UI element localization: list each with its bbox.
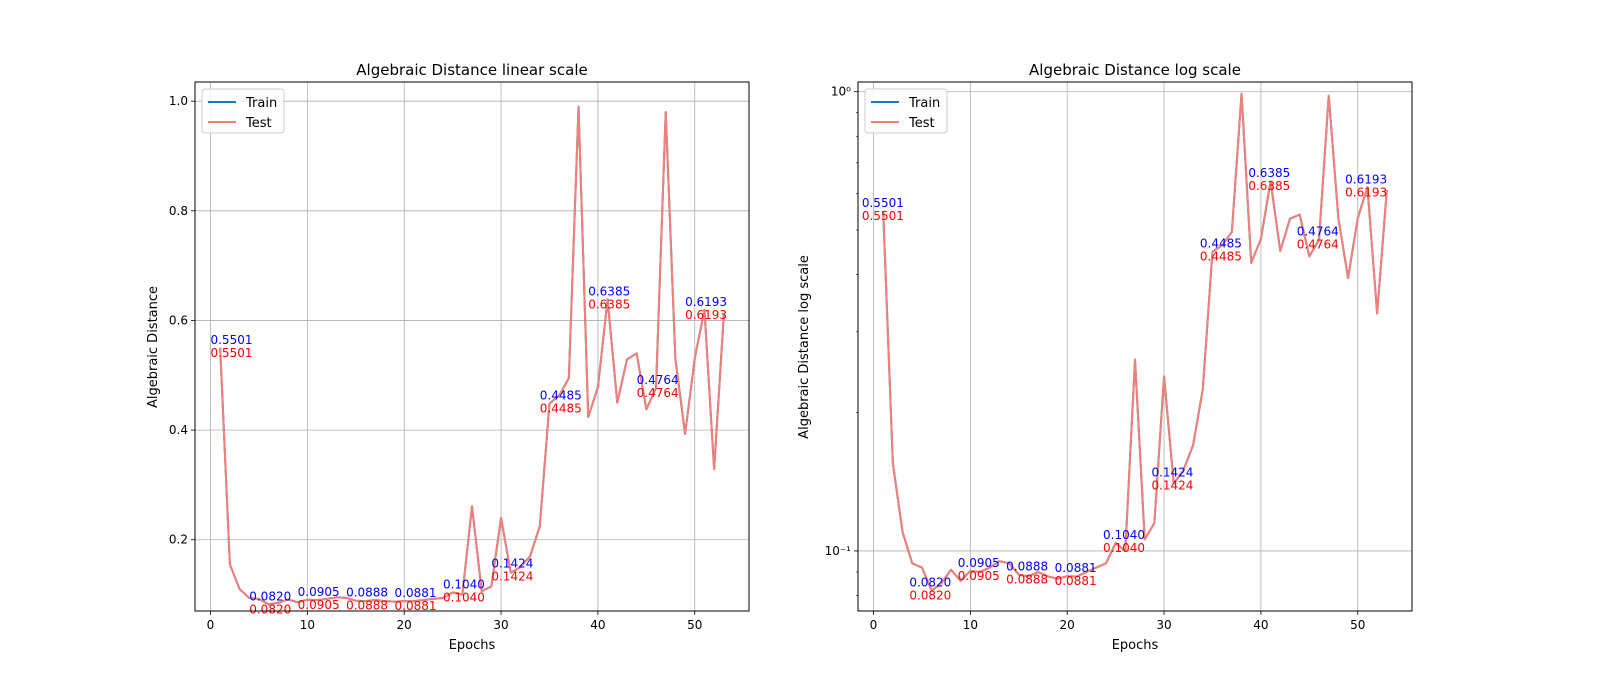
train-value-annotation: 0.4485: [1200, 237, 1242, 251]
train-value-annotation: 0.5501: [862, 196, 904, 210]
train-value-annotation: 0.1424: [491, 556, 533, 570]
test-value-annotation: 0.0905: [298, 598, 340, 612]
grid-lines: [195, 82, 749, 611]
y-tick-label: 0.2: [169, 533, 188, 547]
x-tick-label: 40: [1253, 618, 1268, 632]
series-line-test: [882, 92, 1388, 592]
test-value-annotation: 0.6193: [685, 308, 727, 322]
test-value-annotation: 0.0888: [346, 599, 388, 613]
train-value-annotation: 0.0888: [346, 586, 388, 600]
legend-label-test: Test: [245, 116, 272, 131]
y-tick-label: 0.8: [169, 204, 188, 218]
x-tick-label: 50: [687, 618, 702, 632]
y-tick-label: 0.6: [169, 313, 188, 327]
x-tick-label: 30: [493, 618, 508, 632]
train-value-annotation: 0.6193: [1345, 172, 1387, 186]
legend: Train Test: [864, 88, 948, 134]
test-value-annotation: 0.6193: [1345, 185, 1387, 199]
test-value-annotation: 0.4764: [1297, 238, 1339, 252]
train-value-annotation: 0.1040: [1103, 528, 1145, 542]
train-value-annotation: 0.4764: [637, 373, 679, 387]
linear-scale-chart: Algebraic Distance linear scale 0.55010.…: [146, 61, 750, 653]
test-value-annotation: 0.0881: [395, 599, 437, 613]
train-value-annotation: 0.0905: [958, 556, 1000, 570]
legend-label-train: Train: [245, 96, 277, 111]
chart-title: Algebraic Distance linear scale: [356, 61, 587, 79]
x-axis-ticks: 0 10 20 30 40 50: [870, 611, 1365, 632]
legend-label-train: Train: [908, 96, 940, 111]
train-value-annotation: 0.0820: [249, 589, 291, 603]
x-tick-label: 50: [1350, 618, 1365, 632]
test-value-annotation: 0.4485: [1200, 250, 1242, 264]
x-axis-label: Epochs: [1112, 638, 1159, 653]
y-tick-label: 10⁻¹: [825, 544, 852, 558]
plot-frame: [857, 81, 1413, 612]
y-tick-label: 0.4: [169, 423, 188, 437]
legend-label-test: Test: [908, 116, 935, 131]
plot-frame: [194, 81, 750, 612]
series-lines: [219, 105, 725, 606]
test-value-annotation: 0.6385: [1248, 179, 1290, 193]
test-value-annotation: 0.1424: [491, 569, 533, 583]
x-tick-label: 10: [300, 618, 315, 632]
test-value-annotation: 0.5501: [210, 346, 252, 360]
test-value-annotation: 0.6385: [588, 297, 630, 311]
y-axis-ticks: 10⁻¹ 10⁰: [825, 85, 858, 596]
train-value-annotation: 0.1424: [1151, 465, 1193, 479]
test-value-annotation: 0.1040: [1103, 541, 1145, 555]
y-tick-label: 1.0: [169, 94, 188, 108]
train-value-annotation: 0.0820: [909, 576, 951, 590]
y-tick-label: 10⁰: [831, 85, 851, 99]
series-line-test: [219, 105, 725, 606]
legend: Train Test: [201, 88, 285, 134]
x-tick-label: 30: [1156, 618, 1171, 632]
test-value-annotation: 0.0905: [958, 569, 1000, 583]
test-value-annotation: 0.1424: [1151, 478, 1193, 492]
x-tick-label: 20: [397, 618, 412, 632]
train-value-annotation: 0.6193: [685, 295, 727, 309]
x-tick-label: 20: [1060, 618, 1075, 632]
series-lines: [882, 92, 1388, 592]
train-value-annotation: 0.6385: [1248, 166, 1290, 180]
train-value-annotation: 0.4764: [1297, 225, 1339, 239]
x-tick-label: 0: [207, 618, 215, 632]
test-value-annotation: 0.1040: [443, 590, 485, 604]
test-value-annotation: 0.4764: [637, 386, 679, 400]
train-value-annotation: 0.0881: [1055, 561, 1097, 575]
train-value-annotation: 0.0881: [395, 586, 437, 600]
test-value-annotation: 0.0881: [1055, 574, 1097, 588]
x-axis-label: Epochs: [449, 638, 496, 653]
x-tick-label: 10: [963, 618, 978, 632]
train-value-annotation: 0.1040: [443, 577, 485, 591]
train-value-annotation: 0.5501: [210, 333, 252, 347]
train-value-annotation: 0.0888: [1006, 560, 1048, 574]
test-value-annotation: 0.0820: [909, 589, 951, 603]
log-scale-chart: Algebraic Distance log scale 0.55010.550…: [797, 61, 1413, 653]
x-axis-ticks: 0 10 20 30 40 50: [207, 611, 702, 632]
train-value-annotation: 0.4485: [540, 389, 582, 403]
x-tick-label: 0: [870, 618, 878, 632]
x-tick-label: 40: [590, 618, 605, 632]
chart-title: Algebraic Distance log scale: [1029, 61, 1241, 79]
test-value-annotation: 0.4485: [540, 402, 582, 416]
test-value-annotation: 0.5501: [862, 209, 904, 223]
test-value-annotation: 0.0888: [1006, 573, 1048, 587]
y-axis-label: Algebraic Distance log scale: [797, 255, 812, 439]
y-axis-label: Algebraic Distance: [146, 286, 161, 408]
test-value-annotation: 0.0820: [249, 602, 291, 616]
train-value-annotation: 0.0905: [298, 585, 340, 599]
grid-lines: [858, 82, 1412, 611]
y-axis-ticks: 0.2 0.4 0.6 0.8 1.0: [169, 94, 195, 547]
train-value-annotation: 0.6385: [588, 284, 630, 298]
